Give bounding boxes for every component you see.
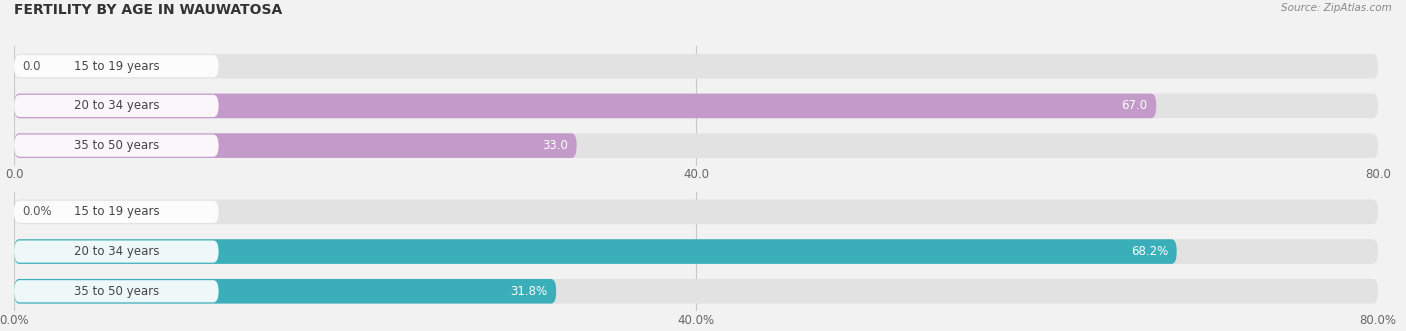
FancyBboxPatch shape — [14, 54, 1378, 78]
FancyBboxPatch shape — [14, 279, 1378, 304]
FancyBboxPatch shape — [14, 94, 1378, 118]
Text: 0.0: 0.0 — [22, 60, 41, 73]
Text: FERTILITY BY AGE IN WAUWATOSA: FERTILITY BY AGE IN WAUWATOSA — [14, 3, 283, 17]
FancyBboxPatch shape — [14, 241, 219, 262]
Text: Source: ZipAtlas.com: Source: ZipAtlas.com — [1281, 3, 1392, 13]
FancyBboxPatch shape — [14, 95, 219, 117]
Text: 35 to 50 years: 35 to 50 years — [73, 285, 159, 298]
Text: 31.8%: 31.8% — [510, 285, 548, 298]
Text: 33.0: 33.0 — [543, 139, 568, 152]
FancyBboxPatch shape — [14, 200, 1378, 224]
FancyBboxPatch shape — [14, 239, 1177, 264]
FancyBboxPatch shape — [14, 55, 219, 77]
FancyBboxPatch shape — [14, 133, 576, 158]
Text: 20 to 34 years: 20 to 34 years — [73, 99, 159, 113]
FancyBboxPatch shape — [14, 280, 219, 302]
Text: 68.2%: 68.2% — [1130, 245, 1168, 258]
Text: 67.0: 67.0 — [1122, 99, 1147, 113]
FancyBboxPatch shape — [14, 135, 219, 157]
FancyBboxPatch shape — [14, 133, 1378, 158]
FancyBboxPatch shape — [14, 239, 1378, 264]
Text: 35 to 50 years: 35 to 50 years — [73, 139, 159, 152]
FancyBboxPatch shape — [14, 201, 219, 223]
Text: 15 to 19 years: 15 to 19 years — [73, 205, 159, 218]
FancyBboxPatch shape — [14, 94, 1156, 118]
Text: 20 to 34 years: 20 to 34 years — [73, 245, 159, 258]
Text: 0.0%: 0.0% — [22, 205, 52, 218]
FancyBboxPatch shape — [14, 279, 557, 304]
Text: 15 to 19 years: 15 to 19 years — [73, 60, 159, 73]
